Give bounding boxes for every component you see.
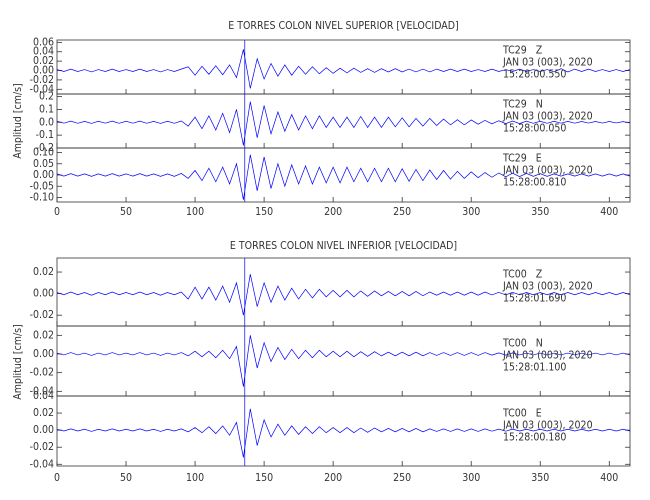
y-tick-label: -0.02 [30, 74, 54, 86]
y-tick-label: 0.1 [39, 103, 54, 115]
x-tick-label: 50 [120, 206, 132, 218]
x-tick-label: 350 [531, 206, 549, 218]
y-axis-label: Amplitud [cm/s] [12, 324, 24, 399]
station-label: TC29 E [502, 153, 542, 165]
waveform [56, 49, 631, 89]
x-tick-label: 0 [54, 472, 60, 484]
x-tick-label: 300 [462, 206, 480, 218]
y-tick-label: 0.04 [33, 46, 54, 58]
station-label: TC29 N [502, 99, 543, 111]
station-label: TC29 Z [502, 45, 543, 57]
y-tick-label: -0.1 [36, 129, 54, 141]
x-tick-label: 350 [531, 472, 549, 484]
y-tick-label: 0.06 [33, 36, 54, 48]
x-tick-label: 100 [186, 206, 204, 218]
y-tick-label: 0.00 [33, 424, 54, 436]
station-label: TC00 Z [502, 269, 543, 281]
time-label: 15:28:01.100 [503, 361, 566, 373]
y-tick-label: -0.05 [30, 180, 54, 192]
x-tick-label: 150 [255, 206, 273, 218]
y-tick-label: -0.10 [30, 192, 54, 204]
waveform [56, 335, 631, 387]
y-tick-label: 0.00 [33, 348, 54, 360]
chart-title: E TORRES COLON NIVEL INFERIOR [VELOCIDAD… [230, 240, 457, 252]
x-tick-label: 50 [120, 472, 132, 484]
y-tick-label: -0.04 [30, 458, 54, 470]
date-label: JAN 03 (003), 2020 [502, 281, 593, 293]
date-label: JAN 03 (003), 2020 [502, 57, 593, 69]
y-tick-label: 0.05 [33, 158, 54, 170]
waveform [56, 154, 631, 200]
x-tick-label: 200 [324, 206, 342, 218]
y-tick-label: -0.04 [30, 83, 54, 95]
y-axis-label: Amplitud [cm/s] [12, 83, 24, 158]
waveform [56, 408, 631, 458]
x-tick-label: 250 [393, 206, 411, 218]
waveform [56, 101, 631, 146]
x-tick-label: 0 [54, 206, 60, 218]
y-tick-label: 0.00 [33, 65, 54, 77]
date-label: JAN 03 (003), 2020 [502, 111, 593, 123]
waveform [56, 274, 631, 316]
date-label: JAN 03 (003), 2020 [502, 419, 593, 431]
chart-title: E TORRES COLON NIVEL SUPERIOR [VELOCIDAD… [228, 20, 458, 32]
y-tick-label: 0.02 [33, 266, 54, 278]
time-label: 15:28:00.550 [503, 69, 566, 81]
y-tick-label: 0.0 [39, 116, 54, 128]
time-label: 15:28:00.180 [503, 431, 566, 443]
x-tick-label: 250 [393, 472, 411, 484]
y-tick-label: 0.02 [33, 329, 54, 341]
y-tick-label: -0.2 [36, 142, 54, 154]
y-tick-label: 0.02 [33, 407, 54, 419]
time-label: 15:28:01.690 [503, 293, 566, 305]
x-tick-label: 400 [600, 472, 618, 484]
y-tick-label: -0.04 [30, 385, 54, 397]
time-label: 15:28:00.050 [503, 123, 566, 135]
date-label: JAN 03 (003), 2020 [502, 349, 593, 361]
x-tick-label: 100 [186, 472, 204, 484]
y-tick-label: -0.02 [30, 441, 54, 453]
y-tick-label: -0.02 [30, 309, 54, 321]
y-tick-label: 0.04 [33, 390, 54, 402]
date-label: JAN 03 (003), 2020 [502, 165, 593, 177]
y-tick-label: 0.10 [33, 147, 54, 159]
y-tick-label: 0.02 [33, 55, 54, 67]
x-tick-label: 300 [462, 472, 480, 484]
y-tick-label: -0.02 [30, 367, 54, 379]
x-tick-label: 150 [255, 472, 273, 484]
station-label: TC00 N [502, 337, 543, 349]
time-label: 15:28:00.810 [503, 177, 566, 189]
y-tick-label: 0.2 [39, 91, 54, 103]
station-label: TC00 E [502, 407, 542, 419]
x-tick-label: 200 [324, 472, 342, 484]
x-tick-label: 400 [600, 206, 618, 218]
y-tick-label: 0.00 [33, 169, 54, 181]
y-tick-label: 0.00 [33, 288, 54, 300]
